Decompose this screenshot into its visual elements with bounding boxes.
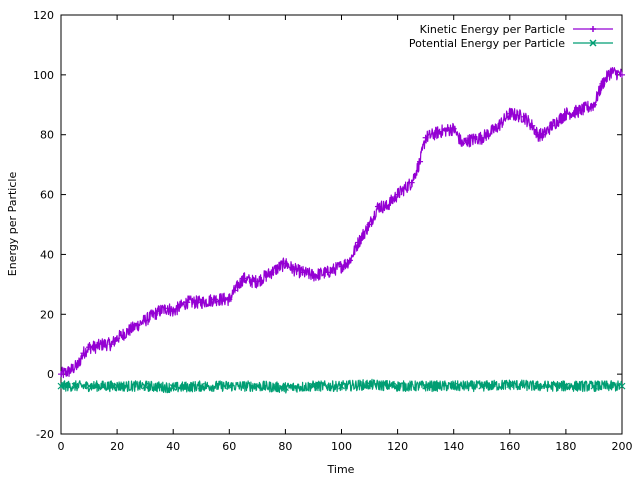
x-tick-label: 100 (331, 440, 352, 453)
y-tick-label: 20 (40, 308, 54, 321)
x-tick-label: 140 (443, 440, 464, 453)
plot-frame (61, 15, 622, 434)
y-tick-label: 120 (33, 9, 54, 22)
x-tick-label: 40 (166, 440, 180, 453)
x-tick-label: 60 (222, 440, 236, 453)
legend-label: Kinetic Energy per Particle (420, 23, 566, 36)
x-tick-label: 160 (499, 440, 520, 453)
series-kinetic (58, 68, 625, 378)
y-tick-label: -20 (36, 428, 54, 441)
x-axis-label: Time (327, 463, 355, 476)
x-tick-label: 180 (555, 440, 576, 453)
y-tick-label: 80 (40, 129, 54, 142)
series-line (61, 68, 622, 378)
series-potential (58, 379, 625, 393)
y-tick-label: 100 (33, 69, 54, 82)
x-tick-label: 120 (387, 440, 408, 453)
x-tick-label: 20 (110, 440, 124, 453)
y-tick-label: 0 (47, 368, 54, 381)
series-layer (58, 68, 625, 393)
y-tick-label: 40 (40, 248, 54, 261)
legend-label: Potential Energy per Particle (409, 37, 565, 50)
y-tick-label: 60 (40, 189, 54, 202)
x-tick-label: 200 (612, 440, 633, 453)
x-tick-label: 80 (278, 440, 292, 453)
y-axis-label: Energy per Particle (6, 172, 19, 277)
x-tick-label: 0 (58, 440, 65, 453)
